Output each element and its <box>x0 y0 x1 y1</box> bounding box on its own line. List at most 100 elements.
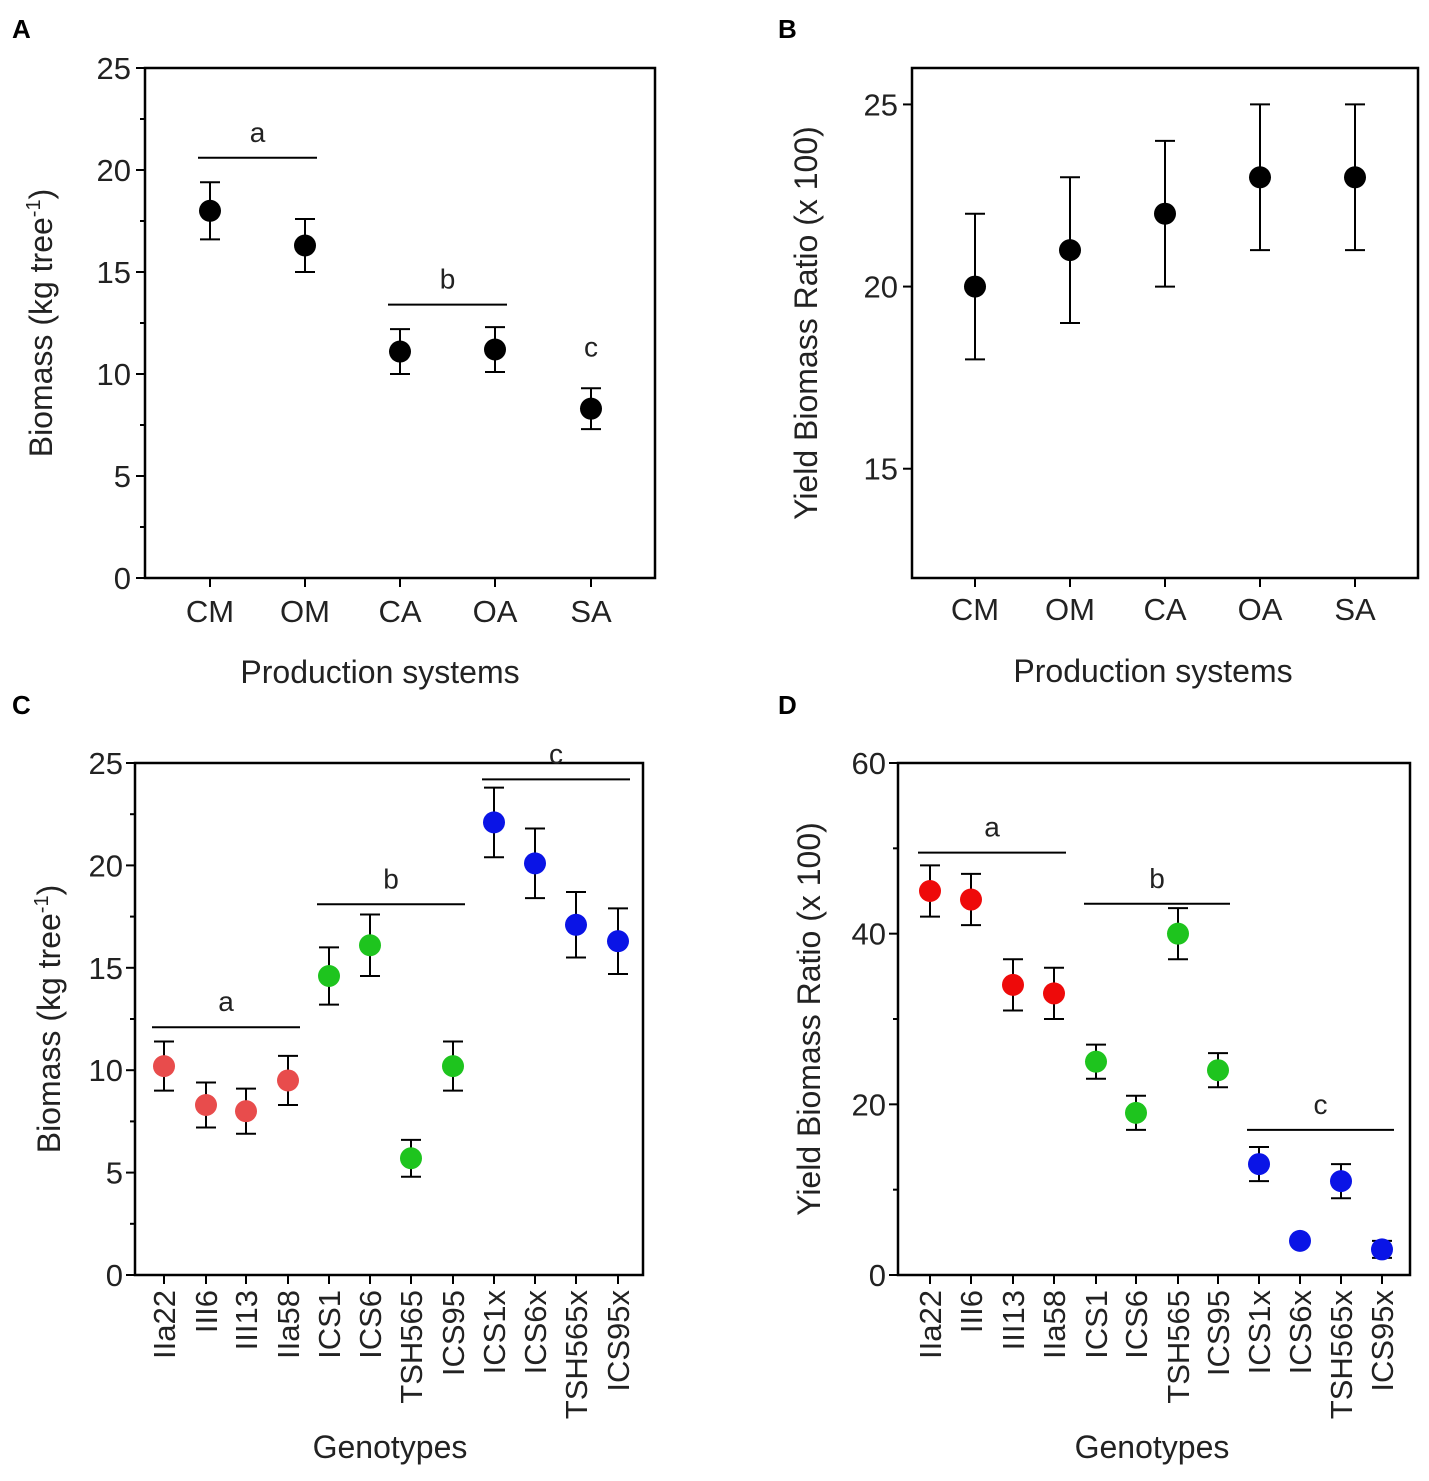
data-point-oa <box>484 338 506 361</box>
x-tick-label: TSH565 <box>1161 1290 1196 1404</box>
panel-letter: B <box>778 14 797 44</box>
y-tick-label: 15 <box>97 255 131 290</box>
data-point-ics6 <box>1125 1101 1147 1124</box>
x-tick-label: OA <box>473 594 518 629</box>
data-point-cm <box>964 275 986 298</box>
x-tick-label: III13 <box>996 1290 1031 1350</box>
data-point-ics1 <box>318 964 340 987</box>
data-point-ics95 <box>1207 1059 1229 1082</box>
y-tick-label: 15 <box>864 452 898 487</box>
y-tick-label: 60 <box>852 746 886 781</box>
significance-letter: a <box>218 986 234 1017</box>
x-tick-label: CA <box>1143 592 1186 627</box>
y-tick-label: 15 <box>89 951 123 986</box>
y-tick-label: 5 <box>114 459 131 494</box>
data-point-ics1x <box>483 811 505 834</box>
data-point-tsh565x <box>565 913 587 936</box>
significance-letter: b <box>440 264 456 295</box>
data-point-ics95 <box>442 1055 464 1078</box>
data-point-iia58 <box>277 1069 299 1092</box>
data-point-ics1x <box>1248 1153 1270 1176</box>
significance-letter: b <box>383 863 399 894</box>
x-tick-label: SA <box>1334 592 1376 627</box>
data-point-sa <box>580 397 602 420</box>
y-tick-label: 10 <box>97 357 131 392</box>
data-point-oa <box>1249 166 1271 189</box>
x-tick-label: OM <box>280 594 330 629</box>
data-point-iii6 <box>195 1094 217 1117</box>
x-tick-label: ICS1 <box>1079 1290 1114 1359</box>
x-tick-label: ICS95 <box>1201 1290 1236 1376</box>
x-tick-label: SA <box>570 594 612 629</box>
y-tick-label: 25 <box>89 746 123 781</box>
data-point-tsh565 <box>400 1147 422 1170</box>
data-point-om <box>1059 239 1081 262</box>
data-point-ics6x <box>524 852 546 875</box>
data-point-iia22 <box>153 1055 175 1078</box>
significance-letter: b <box>1149 863 1165 894</box>
y-axis-title: Biomass (kg tree-1) <box>23 189 59 458</box>
plot-frame <box>143 66 657 580</box>
data-point-iii13 <box>1002 973 1024 996</box>
panel-b: B 15 20 25 CM OM CA OA SA Production systems Yield… <box>778 14 1420 689</box>
panel-letter: A <box>12 14 31 44</box>
x-tick-label: OM <box>1045 592 1095 627</box>
x-tick-label: CM <box>186 594 234 629</box>
x-axis-title: Genotypes <box>1075 1429 1230 1465</box>
x-tick-label: CA <box>378 594 421 629</box>
data-point-sa <box>1344 166 1366 189</box>
x-tick-label: OA <box>1238 592 1283 627</box>
x-tick-label: IIa58 <box>1037 1290 1072 1359</box>
y-axis-title-end: ) <box>23 189 59 200</box>
y-tick-label: 20 <box>89 848 123 883</box>
data-point-tsh565 <box>1167 922 1189 945</box>
significance-letter: c <box>584 331 598 362</box>
y-axis-title-superscript: -1 <box>23 199 45 217</box>
significance-letter: c <box>549 738 563 769</box>
y-tick-label: 25 <box>97 51 131 86</box>
y-tick-label: 10 <box>89 1053 123 1088</box>
data-point-ics95x <box>1371 1238 1393 1261</box>
data-point-ics6x <box>1289 1229 1311 1252</box>
y-axis-title-text: Biomass (kg tree <box>23 217 59 457</box>
x-axis-title: Production systems <box>240 654 519 690</box>
y-tick-label: 5 <box>106 1156 123 1191</box>
y-tick-label: 25 <box>864 87 898 122</box>
y-tick-label: 0 <box>869 1258 886 1293</box>
x-tick-label: IIa22 <box>913 1290 948 1359</box>
y-axis-title: Biomass (kg tree-1) <box>31 885 67 1154</box>
data-point-iia22 <box>919 880 941 902</box>
data-point-ics6 <box>359 934 381 957</box>
y-axis-title-text: Biomass (kg tree <box>31 913 67 1153</box>
x-axis-title: Production systems <box>1013 653 1292 689</box>
x-tick-label: ICS6x <box>518 1290 553 1375</box>
significance-letter: c <box>1314 1089 1328 1120</box>
x-tick-label: TSH565x <box>1324 1290 1359 1420</box>
panel-letter: D <box>778 690 797 720</box>
y-tick-label: 0 <box>114 561 131 596</box>
data-point-iii13 <box>235 1100 257 1123</box>
x-tick-label: ICS95 <box>436 1290 471 1376</box>
data-point-iii6 <box>960 888 982 911</box>
x-tick-label: ICS6x <box>1283 1290 1318 1375</box>
panel-letter: C <box>12 690 31 720</box>
x-tick-label: ICS1x <box>477 1290 512 1375</box>
y-tick-label: 20 <box>97 153 131 188</box>
data-point-om <box>294 234 316 257</box>
x-tick-label: IIa22 <box>147 1290 182 1359</box>
x-tick-label: ICS1 <box>312 1290 347 1359</box>
y-axis-title-end: ) <box>31 885 67 896</box>
x-tick-label: TSH565 <box>394 1290 429 1404</box>
y-axis-title: Yield Biomass Ratio (x 100) <box>788 126 824 520</box>
x-tick-label: ICS1x <box>1242 1290 1277 1375</box>
x-tick-label: III6 <box>189 1290 224 1333</box>
x-tick-label: ICS6 <box>1119 1290 1154 1359</box>
x-tick-label: ICS95x <box>601 1290 636 1392</box>
x-tick-label: ICS6 <box>353 1290 388 1359</box>
x-tick-label: IIa58 <box>271 1290 306 1359</box>
data-point-ics1 <box>1085 1050 1107 1073</box>
data-point-tsh565x <box>1330 1170 1352 1193</box>
